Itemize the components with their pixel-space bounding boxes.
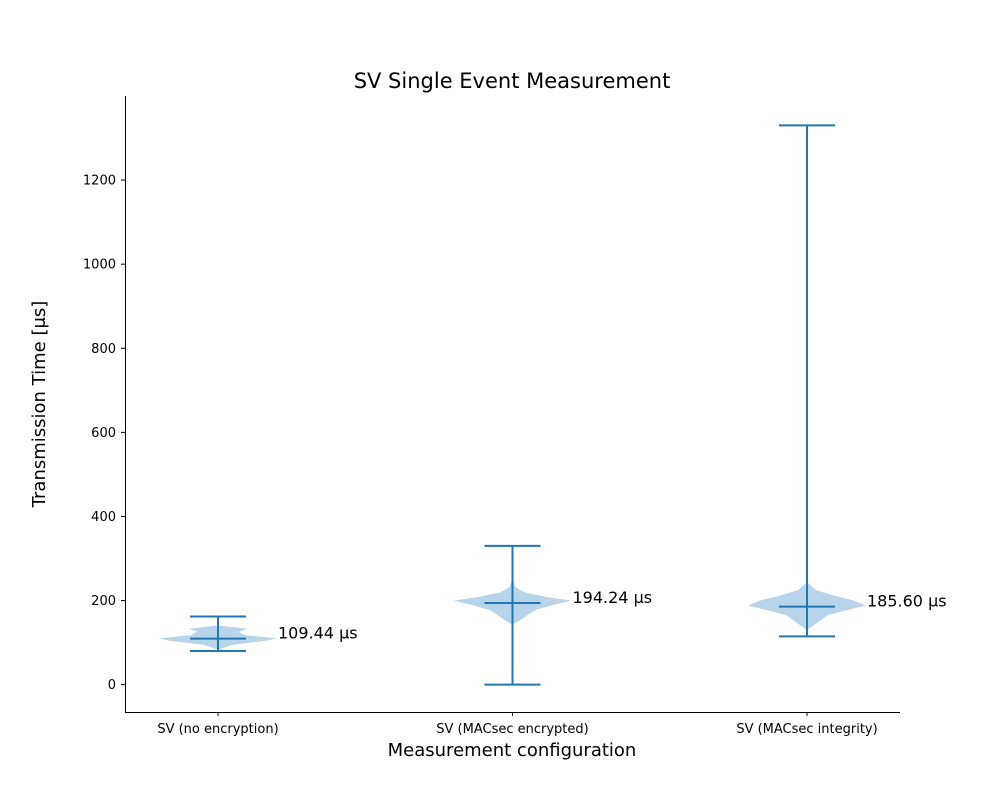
x-tick-label: SV (no encryption): [157, 722, 278, 737]
y-tick-label: 0: [108, 678, 116, 693]
y-tick-label: 1000: [83, 258, 116, 273]
median-annotations: 109.44 μs 194.24 μs 185.60 μs: [278, 588, 947, 643]
chart-title: SV Single Event Measurement: [354, 69, 671, 93]
y-tick-label: 800: [91, 342, 116, 357]
median-annotation: 194.24 μs: [573, 588, 653, 607]
median-annotation: 185.60 μs: [867, 592, 947, 611]
y-tick-label: 600: [91, 426, 116, 441]
x-tick-label: SV (MACsec encrypted): [436, 722, 588, 737]
y-tick-label: 400: [91, 510, 116, 525]
x-axis-label: Measurement configuration: [388, 740, 637, 761]
y-axis-label: Transmission Time [μs]: [29, 301, 50, 509]
violin-whiskers: [190, 124, 835, 686]
y-axis-ticks: 0 200 400 600 800 1000 1200: [83, 174, 125, 693]
y-tick-label: 1200: [83, 174, 116, 189]
y-tick-label: 200: [91, 594, 116, 609]
x-axis-ticks: SV (no encryption) SV (MACsec encrypted) S…: [157, 712, 878, 737]
median-annotation: 109.44 μs: [278, 624, 358, 643]
x-tick-label: SV (MACsec integrity): [736, 722, 877, 737]
